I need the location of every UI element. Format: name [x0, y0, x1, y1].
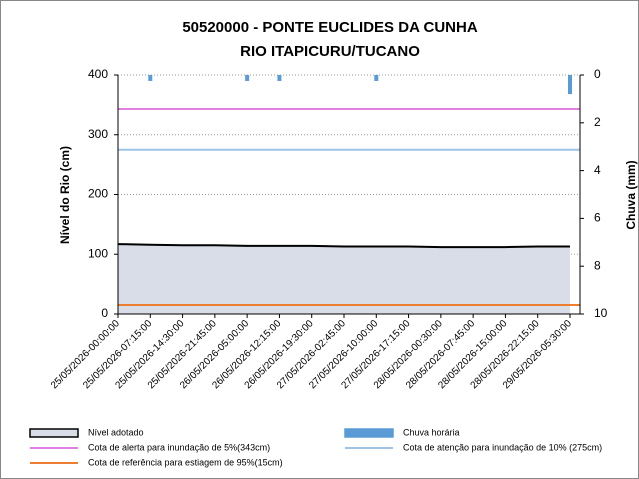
y2-tick-label: 6 — [594, 211, 601, 225]
y-tick-label: 400 — [88, 67, 108, 81]
y2-tick-label: 8 — [594, 258, 601, 272]
y2-tick-label: 2 — [594, 115, 601, 129]
legend-label: Chuva horária — [403, 427, 460, 437]
rain-bar — [245, 75, 250, 81]
y-tick-label: 0 — [101, 306, 108, 320]
legend-swatch — [29, 428, 79, 438]
legend-label: Nível adotado — [88, 427, 144, 437]
rain-bar — [277, 75, 282, 81]
y2-axis-label: Chuva (mm) — [624, 160, 638, 229]
y-tick-label: 300 — [88, 127, 108, 141]
y2-tick-label: 4 — [594, 163, 601, 177]
legend-label: Cota de alerta para inundação de 5%(343c… — [88, 442, 270, 452]
y2-tick-label: 0 — [594, 67, 601, 81]
rain-bar — [568, 75, 572, 95]
chart-title: 50520000 - PONTE EUCLIDES DA CUNHA — [182, 19, 478, 36]
level-line — [117, 243, 570, 249]
chart-subtitle: RIO ITAPICURU/TUCANO — [240, 43, 420, 60]
y-axis-label: Nível do Rio (cm) — [58, 146, 72, 244]
level-area — [118, 244, 570, 314]
y2-tick-label: 10 — [594, 306, 608, 320]
legend-label: Cota de referência para estiagem de 95%(… — [88, 457, 283, 467]
rain-bar — [374, 75, 379, 81]
rain-bar — [148, 75, 153, 81]
y-tick-label: 200 — [88, 187, 108, 201]
legend-label: Cota de atenção para inundação de 10% (2… — [403, 442, 602, 452]
legend-swatch — [344, 428, 394, 438]
y-tick-label: 100 — [88, 246, 108, 260]
